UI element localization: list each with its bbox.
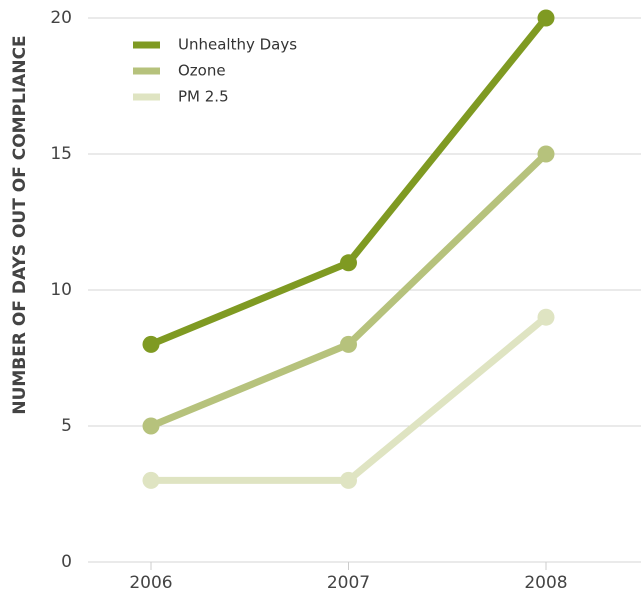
legend-label: Unhealthy Days xyxy=(178,36,297,54)
point xyxy=(142,335,160,353)
y-tick-label: 15 xyxy=(50,144,72,164)
y-tick-label: 0 xyxy=(61,552,72,572)
legend-label: Ozone xyxy=(178,62,226,80)
point xyxy=(340,254,357,272)
legend-label: PM 2.5 xyxy=(178,88,229,106)
point xyxy=(340,335,357,353)
point xyxy=(537,9,555,27)
y-axis-label: NUMBER OF DAYS OUT OF COMPLIANCE xyxy=(10,35,30,414)
point xyxy=(537,308,555,326)
x-tick-label: 2007 xyxy=(327,573,370,593)
point xyxy=(142,471,160,489)
y-tick-label: 20 xyxy=(50,8,72,28)
x-tick-label: 2008 xyxy=(524,573,567,593)
y-tick-label: 10 xyxy=(50,280,72,300)
point xyxy=(142,417,160,435)
y-tick-label: 5 xyxy=(61,416,72,436)
point xyxy=(340,471,357,489)
x-tick-label: 2006 xyxy=(129,573,172,593)
point xyxy=(537,145,555,163)
